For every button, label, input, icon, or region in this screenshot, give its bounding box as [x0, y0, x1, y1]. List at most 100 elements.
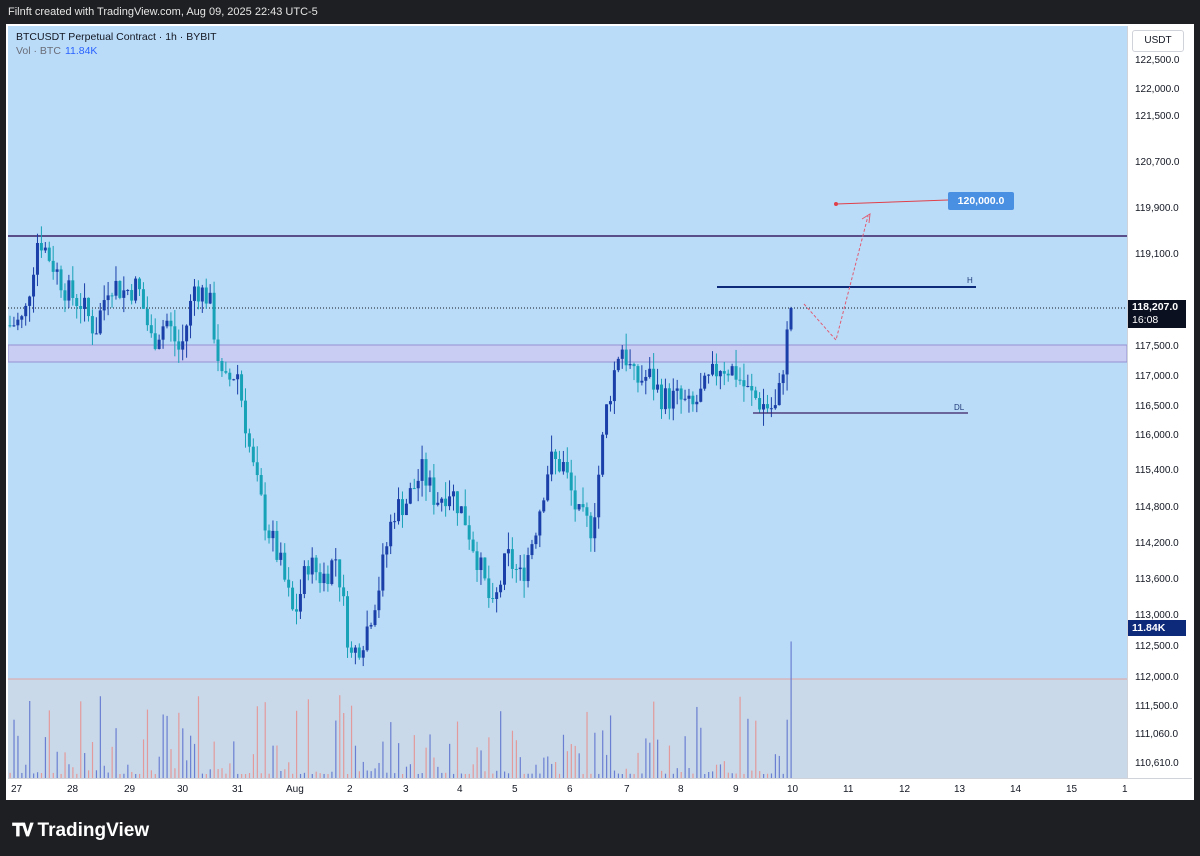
volume-bar [166, 715, 168, 778]
volume-bar [727, 772, 729, 778]
candle-body [612, 370, 616, 402]
volume-bar [582, 773, 584, 778]
candle-body [196, 286, 200, 302]
candle-body [518, 567, 522, 570]
candle-body [236, 374, 240, 380]
symbol-title[interactable]: BTCUSDT Perpetual Contract · 1h · BYBIT [16, 31, 217, 43]
candle-body [597, 474, 601, 518]
candle-body [440, 498, 444, 503]
volume-bar [99, 696, 101, 778]
price-axis[interactable] [1127, 26, 1193, 778]
volume-bar [708, 772, 710, 778]
candle-body [663, 388, 667, 410]
volume-bar [190, 735, 192, 778]
candle-body [271, 530, 275, 539]
volume-bar [782, 773, 784, 778]
candle-body [730, 366, 734, 376]
candlestick-chart[interactable] [8, 26, 1127, 778]
price-tick: 111,500.0 [1135, 701, 1179, 712]
candle-body [204, 287, 208, 304]
candle-body [503, 553, 507, 585]
volume-bar [480, 750, 482, 778]
volume-legend-value: 11.84K [64, 45, 98, 57]
candle-body [773, 405, 777, 409]
volume-bar [182, 728, 184, 778]
volume-bar [445, 772, 447, 778]
time-tick: 10 [787, 784, 799, 795]
volume-bar [633, 773, 635, 778]
volume-bar [704, 773, 706, 778]
volume-bar [511, 730, 514, 778]
volume-bar [684, 736, 686, 778]
candle-body [487, 578, 491, 599]
chart-legend: BTCUSDT Perpetual Contract · 1h · BYBIT … [16, 30, 217, 58]
candle-body [283, 552, 287, 580]
volume-bar [606, 754, 608, 778]
candle-body [200, 287, 204, 302]
volume-bar [229, 763, 231, 778]
chart-pane[interactable] [8, 26, 1127, 778]
candle-body [565, 462, 569, 473]
candle-body [302, 566, 306, 594]
candle-body [55, 269, 59, 272]
candle-body [491, 598, 495, 600]
volume-bar [739, 696, 741, 778]
volume-bar [303, 772, 306, 778]
volume-bar [87, 770, 90, 778]
candle-body [561, 462, 565, 472]
candle-body [126, 290, 130, 292]
volume-bar [311, 773, 313, 778]
volume-bar [280, 770, 282, 778]
target-price-label[interactable]: 120,000.0 [948, 192, 1014, 210]
volume-bar [217, 769, 219, 778]
volume-bar [84, 752, 86, 778]
volume-bar [672, 773, 674, 778]
candle-body [526, 555, 530, 582]
candle-body [475, 551, 479, 571]
candle-body [35, 242, 39, 275]
volume-bar [621, 774, 623, 778]
candle-body [636, 366, 640, 383]
candle-body [754, 390, 758, 399]
candle-body [79, 306, 83, 309]
candle-body [298, 593, 302, 612]
candle-body [208, 292, 212, 304]
currency-button[interactable]: USDT [1132, 30, 1184, 52]
volume-bar [103, 765, 105, 778]
candle-body [122, 290, 126, 298]
candle-body [467, 525, 471, 540]
volume-bar [437, 766, 439, 778]
volume-bar [464, 773, 466, 778]
volume-bar [488, 737, 490, 778]
volume-bar [21, 772, 23, 778]
volume-bar [260, 773, 262, 778]
candle-body [291, 587, 295, 610]
candle-body [279, 552, 283, 560]
volume-bar [107, 772, 109, 778]
price-tick: 114,200.0 [1135, 538, 1179, 549]
volume-bar [449, 743, 451, 778]
volume-bar [790, 641, 792, 778]
volume-bar [60, 773, 62, 778]
volume-bar [95, 770, 98, 778]
candle-body [173, 326, 177, 342]
candle-body [369, 625, 373, 627]
volume-bar [531, 773, 533, 778]
volume-bar [131, 771, 133, 778]
price-tick: 113,600.0 [1135, 574, 1179, 585]
volume-bar [555, 762, 557, 778]
candle-body [624, 349, 628, 366]
volume-bar [386, 772, 388, 778]
candle-body [393, 521, 397, 523]
volume-bar [547, 756, 549, 778]
candle-body [769, 408, 773, 410]
volume-bar [139, 773, 141, 778]
time-tick: 11 [843, 784, 854, 795]
demand-zone [8, 344, 1127, 363]
candle-body [750, 386, 754, 391]
price-tick: 116,000.0 [1135, 430, 1179, 441]
volume-bar [327, 774, 329, 778]
price-tick: 119,900.0 [1135, 203, 1179, 214]
volume-bar [472, 764, 474, 778]
time-axis[interactable] [8, 778, 1192, 801]
